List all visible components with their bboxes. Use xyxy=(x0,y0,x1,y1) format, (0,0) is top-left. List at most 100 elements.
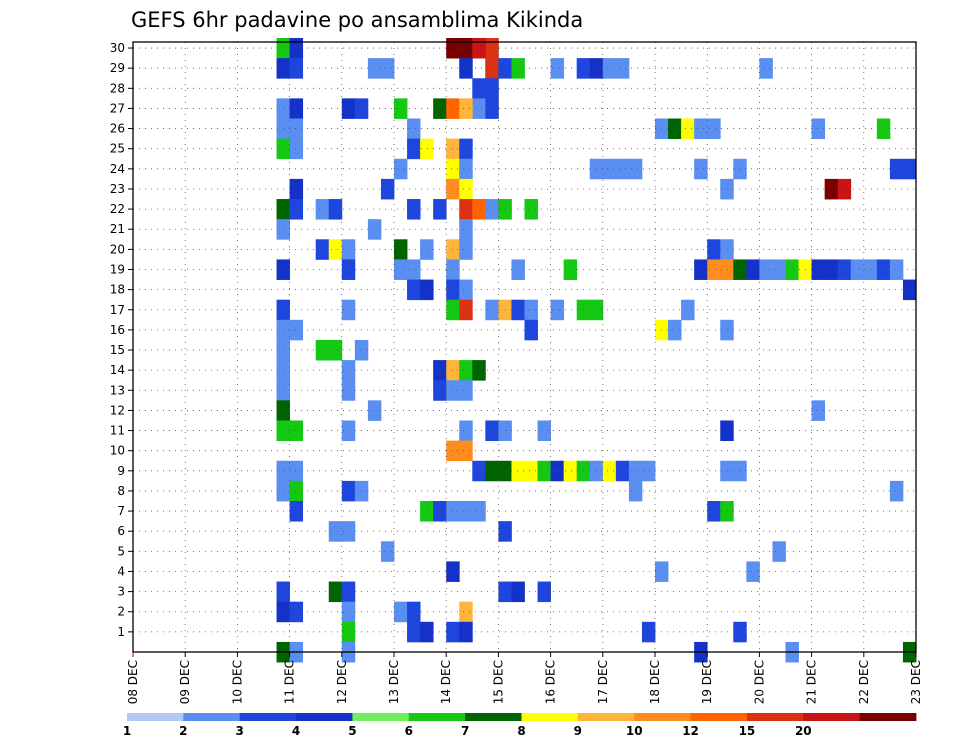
heatmap-cell xyxy=(902,158,917,180)
heatmap-cell xyxy=(315,239,330,260)
heatmap-cell xyxy=(472,199,486,220)
heatmap-cell xyxy=(485,299,499,321)
heatmap-cell xyxy=(289,178,304,200)
heatmap-cell xyxy=(668,118,682,140)
x-tick-label: 09 DEC xyxy=(178,660,192,704)
heatmap-cell xyxy=(863,259,878,280)
x-tick-label: 18 DEC xyxy=(648,660,662,704)
heatmap-cell xyxy=(589,299,604,321)
heatmap-cell xyxy=(615,158,630,180)
y-axis-ticks: 1234567891011121314151617181920212223242… xyxy=(110,41,133,639)
y-tick-label: 3 xyxy=(117,585,125,599)
y-tick-label: 20 xyxy=(110,242,125,256)
colorbar-swatch xyxy=(577,713,635,721)
y-tick-label: 30 xyxy=(110,41,125,55)
colorbar-label: 8 xyxy=(517,724,525,738)
heatmap-cell xyxy=(289,480,304,502)
y-tick-label: 22 xyxy=(110,202,125,216)
y-tick-label: 26 xyxy=(110,122,125,136)
heatmap-cell xyxy=(589,460,604,482)
heatmap-cell xyxy=(407,601,421,623)
heatmap-cell xyxy=(550,58,565,79)
heatmap-cell xyxy=(485,37,499,59)
heatmap-cell xyxy=(641,621,656,643)
heatmap-cell xyxy=(759,58,773,79)
heatmap-cell xyxy=(889,480,904,502)
heatmap-cell xyxy=(537,460,551,482)
y-tick-label: 13 xyxy=(110,383,125,397)
heatmap-cell xyxy=(341,98,356,119)
heatmap-cell xyxy=(394,259,408,280)
y-tick-label: 10 xyxy=(110,444,125,458)
heatmap-cell xyxy=(681,299,695,321)
y-tick-label: 9 xyxy=(117,464,125,478)
heatmap-cell xyxy=(315,339,330,361)
colorbar-label: 4 xyxy=(292,724,300,738)
heatmap-cell xyxy=(811,259,826,280)
heatmap-cell xyxy=(824,259,839,280)
colorbar-label: 15 xyxy=(739,724,756,738)
heatmap-cell xyxy=(485,420,499,442)
heatmap-cell xyxy=(380,541,395,562)
heatmap-cell xyxy=(720,501,734,522)
colorbar-swatch xyxy=(183,713,241,721)
heatmap-cell xyxy=(459,98,473,119)
colorbar-label: 10 xyxy=(626,724,643,738)
heatmap-cell xyxy=(772,541,786,562)
heatmap-cell xyxy=(459,621,473,643)
y-tick-label: 25 xyxy=(110,142,125,156)
heatmap-cell xyxy=(602,58,617,79)
heatmap-cell xyxy=(446,279,460,301)
heatmap-cell xyxy=(485,199,499,220)
heatmap-cell xyxy=(511,581,525,603)
y-tick-label: 8 xyxy=(117,484,125,498)
heatmap-cell xyxy=(315,199,330,220)
heatmap-cell xyxy=(328,239,343,260)
y-tick-label: 7 xyxy=(117,504,125,518)
heatmap-cell xyxy=(289,37,304,59)
heatmap-cell xyxy=(485,78,499,99)
heatmap-cell xyxy=(446,561,460,582)
colorbar-swatch xyxy=(408,713,466,721)
y-tick-label: 4 xyxy=(117,564,125,578)
heatmap-cell xyxy=(628,460,643,482)
x-tick-label: 21 DEC xyxy=(805,660,819,704)
x-axis-ticks: 08 DEC 09 DEC 10 DEC 11 DEC 12 DEC 13 DEC 14 D… xyxy=(126,652,923,704)
heatmap-cell xyxy=(811,400,826,421)
heatmap-cell xyxy=(746,259,760,280)
y-tick-label: 24 xyxy=(110,162,125,176)
heatmap-cell xyxy=(420,501,434,522)
heatmap-cell xyxy=(328,199,343,220)
y-tick-label: 2 xyxy=(117,605,125,619)
heatmap-cell xyxy=(407,259,421,280)
x-tick-label: 16 DEC xyxy=(544,660,558,704)
y-tick-label: 18 xyxy=(110,283,125,297)
heatmap-cell xyxy=(289,138,304,160)
heatmap-cell xyxy=(407,199,421,220)
heatmap-cell xyxy=(459,178,473,200)
heatmap-cell xyxy=(341,581,356,603)
heatmap-cell xyxy=(524,319,538,341)
colorbar-label: 12 xyxy=(682,724,699,738)
heatmap-cell xyxy=(459,58,473,79)
heatmap-cell xyxy=(720,239,734,260)
heatmap-cell xyxy=(459,601,473,623)
colorbar-swatch xyxy=(127,713,184,721)
heatmap-cell xyxy=(459,380,473,401)
heatmap-cell xyxy=(380,58,395,79)
heatmap-cell xyxy=(446,239,460,260)
x-tick-label: 20 DEC xyxy=(752,660,766,704)
heatmap-cell xyxy=(472,37,486,59)
heatmap-cell xyxy=(289,199,304,220)
heatmap-cell xyxy=(341,259,356,280)
heatmap-cell xyxy=(550,299,565,321)
heatmap-cell xyxy=(602,158,617,180)
heatmap-cell xyxy=(446,178,460,200)
y-tick-label: 14 xyxy=(110,363,125,377)
heatmap-cell xyxy=(459,37,473,59)
heatmap-cell xyxy=(394,158,408,180)
colorbar-swatch xyxy=(859,713,917,721)
heatmap-cell xyxy=(472,460,486,482)
heatmap-cell xyxy=(511,299,525,321)
